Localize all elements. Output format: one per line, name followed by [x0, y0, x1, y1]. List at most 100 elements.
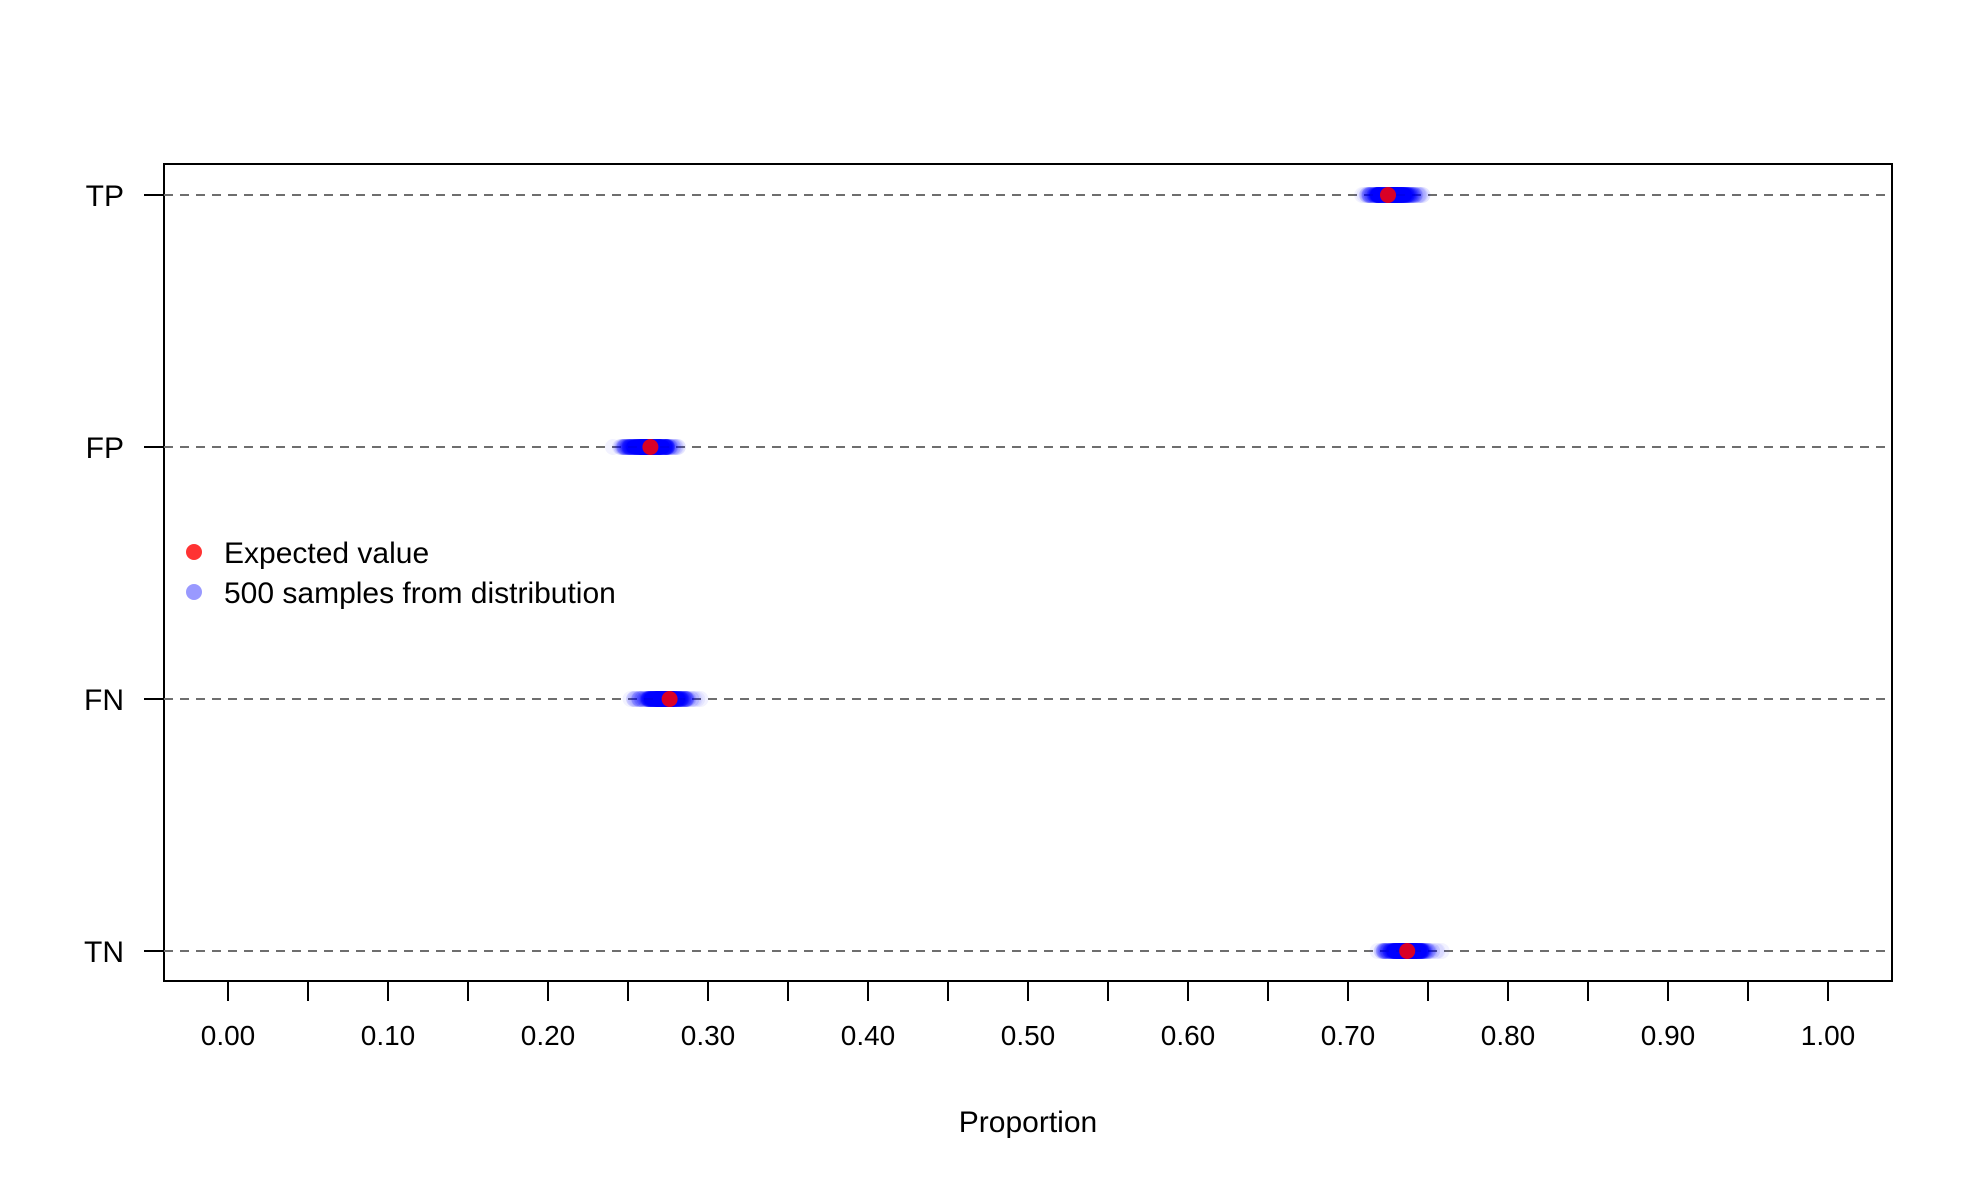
sample-point [1394, 187, 1411, 203]
sample-point [626, 439, 643, 455]
sample-point [626, 439, 643, 455]
sample-point [1391, 187, 1408, 203]
sample-point [648, 691, 665, 707]
sample-point [1397, 187, 1414, 203]
sample-point [630, 439, 647, 455]
sample-point [619, 439, 636, 455]
sample-point [622, 439, 639, 455]
sample-point [1384, 943, 1401, 959]
sample-point [653, 439, 670, 455]
sample-point [1413, 943, 1430, 959]
sample-point [1368, 187, 1385, 203]
sample-point [1367, 187, 1384, 203]
sample-point [660, 439, 677, 455]
sample-point [1386, 943, 1403, 959]
sample-point [677, 691, 694, 707]
sample-point [1364, 187, 1381, 203]
sample-point [619, 439, 636, 455]
sample-point [1380, 943, 1397, 959]
sample-point [1365, 187, 1382, 203]
sample-point [1396, 187, 1413, 203]
sample-point [1386, 943, 1403, 959]
sample-point [659, 439, 676, 455]
sample-point [645, 691, 662, 707]
sample-point [657, 439, 674, 455]
sample-point [613, 439, 630, 455]
sample-point [1411, 943, 1428, 959]
sample-point [647, 691, 664, 707]
sample-point [617, 439, 634, 455]
sample-point [1393, 187, 1410, 203]
sample-point [658, 439, 675, 455]
sample-point [1385, 943, 1402, 959]
sample-point [1360, 187, 1377, 203]
sample-point [658, 439, 675, 455]
sample-point [1404, 187, 1421, 203]
sample-point [1401, 187, 1418, 203]
sample-point [620, 439, 637, 455]
sample-point [627, 439, 644, 455]
sample-point [645, 691, 662, 707]
sample-point [692, 691, 709, 707]
sample-point [1414, 943, 1431, 959]
sample-point [1393, 187, 1410, 203]
sample-point [642, 691, 659, 707]
sample-point [1384, 943, 1401, 959]
sample-point [626, 439, 643, 455]
sample-point [642, 691, 659, 707]
sample-point [1414, 943, 1431, 959]
sample-point [631, 691, 648, 707]
sample-point [1391, 187, 1408, 203]
sample-point [658, 439, 675, 455]
sample-point [654, 439, 671, 455]
sample-point [657, 439, 674, 455]
sample-point [653, 439, 670, 455]
sample-point [1376, 943, 1393, 959]
sample-point [1392, 187, 1409, 203]
sample-point [1382, 943, 1399, 959]
sample-point [1401, 187, 1418, 203]
sample-point [659, 439, 676, 455]
sample-point [665, 439, 682, 455]
sample-point [1412, 943, 1429, 959]
sample-point [1391, 187, 1408, 203]
sample-point [658, 439, 675, 455]
sample-point [1394, 187, 1411, 203]
samples-layer [604, 187, 1450, 959]
sample-point [1387, 943, 1404, 959]
sample-point [631, 439, 648, 455]
sample-point [656, 439, 673, 455]
sample-point [1356, 187, 1373, 203]
legend: Expected value 500 samples from distribu… [186, 537, 616, 610]
sample-point [615, 439, 632, 455]
x-tick-label: 0.50 [1001, 1020, 1056, 1051]
sample-point [627, 439, 644, 455]
sample-point [638, 691, 655, 707]
sample-point [655, 439, 672, 455]
sample-point [631, 439, 648, 455]
sample-point [1367, 187, 1384, 203]
sample-point [621, 439, 638, 455]
sample-point [1380, 943, 1397, 959]
sample-point [1412, 943, 1429, 959]
sample-point [1411, 943, 1428, 959]
sample-point [645, 691, 662, 707]
sample-point [641, 691, 658, 707]
sample-point [1391, 187, 1408, 203]
sample-point [622, 691, 639, 707]
sample-point [1368, 187, 1385, 203]
sample-point [1376, 943, 1393, 959]
sample-point [646, 691, 663, 707]
sample-point [620, 439, 637, 455]
sample-point [627, 439, 644, 455]
sample-point [1375, 943, 1392, 959]
sample-point [1399, 187, 1416, 203]
sample-point [636, 691, 653, 707]
sample-point [1361, 187, 1378, 203]
sample-point [1423, 943, 1440, 959]
sample-point [656, 439, 673, 455]
sample-point [1363, 187, 1380, 203]
sample-point [1374, 943, 1391, 959]
sample-point [1361, 187, 1378, 203]
